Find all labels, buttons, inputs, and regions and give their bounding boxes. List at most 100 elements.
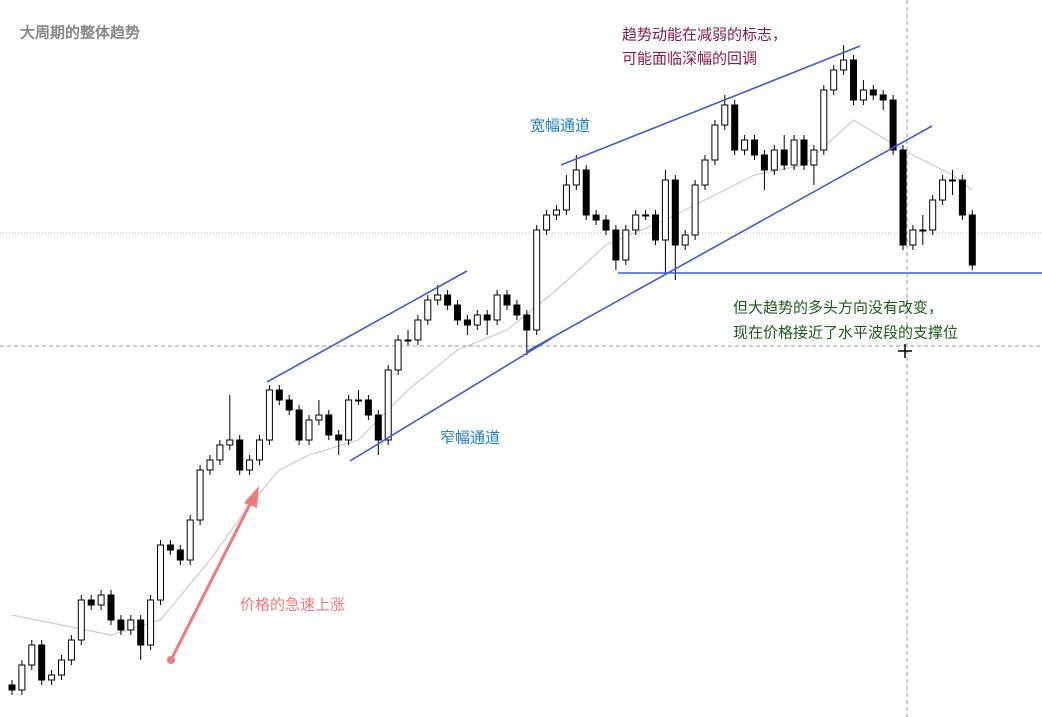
moving-average bbox=[11, 119, 973, 636]
annotation: 趋势动能在减弱的标志， bbox=[622, 26, 787, 44]
candle-body bbox=[553, 209, 560, 216]
candle-body bbox=[543, 214, 551, 231]
wide-upper bbox=[560, 45, 861, 166]
annotation: 可能面临深幅的回调 bbox=[622, 50, 757, 68]
candle-body bbox=[196, 469, 204, 521]
cursor bbox=[898, 344, 912, 358]
candle-body bbox=[463, 319, 471, 326]
candle-body bbox=[949, 179, 956, 182]
candle-body bbox=[345, 399, 353, 441]
candle-body bbox=[77, 599, 85, 641]
candle-body bbox=[236, 439, 244, 471]
candle-body bbox=[889, 99, 897, 151]
candle-body bbox=[394, 339, 402, 371]
candle-body bbox=[493, 294, 501, 321]
candle-body bbox=[404, 339, 412, 342]
candle-body bbox=[810, 149, 818, 166]
candle-body bbox=[751, 139, 758, 156]
candle-body bbox=[612, 229, 620, 261]
surge-arrow bbox=[167, 486, 259, 664]
candle-body bbox=[483, 314, 491, 321]
wide-lower bbox=[525, 125, 933, 353]
candle-body bbox=[364, 399, 372, 416]
narrow-upper bbox=[266, 270, 468, 383]
candle-body bbox=[216, 444, 224, 461]
candle-body bbox=[28, 644, 36, 666]
candle-body bbox=[176, 549, 184, 561]
candle-body bbox=[790, 139, 798, 166]
candles bbox=[8, 45, 976, 695]
candle-body bbox=[701, 159, 709, 186]
candle-body bbox=[592, 214, 600, 221]
arrow-shaft bbox=[169, 499, 254, 661]
annotation: 宽幅通道 bbox=[530, 117, 590, 135]
candle-body bbox=[206, 459, 214, 471]
candle-body bbox=[642, 214, 650, 217]
candle-body bbox=[325, 414, 333, 436]
candle-body bbox=[58, 659, 65, 676]
candle-body bbox=[681, 234, 689, 246]
candle-body bbox=[147, 599, 155, 646]
candle-body bbox=[899, 149, 907, 246]
candle-body bbox=[968, 214, 976, 266]
candle-body bbox=[305, 419, 313, 441]
arrow-head bbox=[244, 486, 259, 508]
candle-body bbox=[582, 169, 590, 216]
candle-body bbox=[632, 214, 640, 231]
candle-body bbox=[295, 409, 303, 441]
candle-body bbox=[671, 179, 679, 246]
candle-body bbox=[760, 154, 768, 171]
candle-body bbox=[929, 199, 937, 231]
candle-body bbox=[226, 439, 234, 446]
candle-body bbox=[523, 314, 531, 331]
annotation: 价格的急速上涨 bbox=[240, 596, 345, 614]
candle-body bbox=[602, 219, 610, 231]
candle-body bbox=[652, 214, 659, 241]
candle-body bbox=[444, 294, 452, 306]
candle-body bbox=[384, 369, 392, 441]
narrow-lower bbox=[349, 337, 553, 462]
candle-body bbox=[157, 544, 164, 601]
candle-body bbox=[869, 89, 877, 96]
candle-body bbox=[958, 179, 966, 216]
candle-body bbox=[97, 594, 105, 606]
ma-layer bbox=[11, 119, 973, 636]
chart-title: 大周期的整体趋势 bbox=[20, 24, 140, 42]
candle-body bbox=[127, 619, 135, 631]
candle-body bbox=[661, 179, 669, 241]
candle-body bbox=[820, 89, 828, 151]
candle-body bbox=[770, 149, 778, 171]
candle-body bbox=[315, 414, 323, 421]
candle-body bbox=[414, 319, 422, 341]
candle-body bbox=[572, 169, 580, 186]
candle-body bbox=[374, 414, 382, 441]
candle-body bbox=[533, 229, 541, 331]
candle-body bbox=[246, 459, 254, 471]
candle-body bbox=[780, 149, 788, 166]
candle-body bbox=[87, 599, 95, 606]
candle-body bbox=[622, 229, 630, 261]
candle-body bbox=[919, 229, 927, 232]
candle-body bbox=[859, 89, 867, 101]
candle-body bbox=[107, 594, 115, 621]
candle-body bbox=[8, 684, 16, 691]
candle-body bbox=[741, 139, 749, 151]
candle-body bbox=[38, 644, 46, 681]
candle-body bbox=[800, 139, 808, 166]
candle-body bbox=[879, 94, 887, 101]
candle-body bbox=[731, 104, 739, 151]
candle-body bbox=[137, 619, 145, 646]
candle-body bbox=[48, 674, 56, 681]
arrow-dot bbox=[167, 656, 175, 664]
candle-body bbox=[850, 59, 857, 101]
annotation: 窄幅通道 bbox=[440, 429, 500, 447]
candle-body bbox=[424, 299, 432, 321]
candle-body bbox=[265, 389, 273, 441]
candle-body bbox=[454, 304, 461, 321]
candle-body bbox=[840, 59, 848, 71]
candle-body bbox=[275, 389, 283, 401]
candle-body bbox=[830, 69, 838, 91]
candle-body bbox=[513, 304, 521, 316]
channel-lines bbox=[266, 45, 1042, 462]
